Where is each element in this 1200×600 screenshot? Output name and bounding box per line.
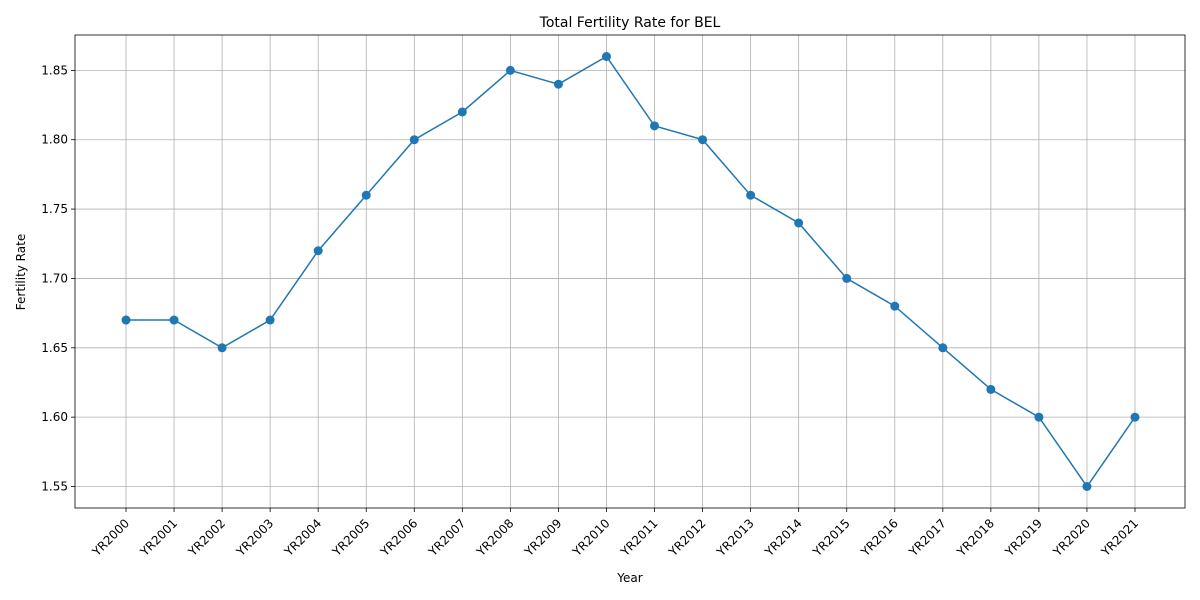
x-tick-label: YR2017 — [906, 516, 949, 559]
x-tick-label: YR2003 — [233, 516, 276, 559]
series-line — [126, 55, 1136, 488]
x-axis-label: Year — [616, 571, 642, 585]
data-point — [650, 121, 660, 131]
x-tick-label: YR2013 — [713, 516, 756, 559]
data-point — [1130, 412, 1140, 422]
x-tick-label: YR2010 — [569, 516, 612, 559]
y-tick-label: 1.70 — [41, 271, 68, 285]
y-tick-label: 1.75 — [41, 202, 68, 216]
data-point — [938, 343, 948, 353]
x-tick-label: YR2006 — [377, 516, 420, 559]
x-tick-label: YR2014 — [761, 516, 804, 559]
data-point — [313, 246, 323, 256]
y-axis-label: Fertility Rate — [14, 234, 28, 310]
x-tick-label: YR2004 — [281, 516, 324, 559]
data-point — [505, 65, 515, 75]
data-point — [746, 190, 756, 200]
y-axis-ticks: 1.55 1.60 1.65 1.70 1.75 1.80 1.85 — [41, 63, 75, 494]
y-tick-label: 1.65 — [41, 341, 68, 355]
data-point — [265, 315, 275, 325]
x-tick-label: YR2000 — [89, 516, 132, 559]
x-tick-label: YR2021 — [1098, 516, 1141, 559]
x-tick-label: YR2008 — [473, 516, 516, 559]
x-tick-label: YR2016 — [858, 516, 901, 559]
x-tick-label: YR2009 — [521, 516, 564, 559]
x-tick-label: YR2002 — [185, 516, 228, 559]
x-tick-label: YR2001 — [137, 516, 180, 559]
x-tick-label: YR2012 — [665, 516, 708, 559]
data-point — [217, 343, 227, 353]
data-point — [457, 107, 467, 117]
series-fertility-rate — [126, 55, 1136, 488]
data-point — [794, 218, 804, 228]
data-point — [601, 52, 611, 61]
data-point — [842, 273, 852, 283]
data-point — [121, 315, 131, 325]
x-tick-label: YR2007 — [425, 516, 468, 559]
x-tick-label: YR2020 — [1050, 516, 1093, 559]
data-point — [890, 301, 900, 311]
data-point — [553, 79, 563, 89]
data-point — [169, 315, 179, 325]
x-tick-label: YR2019 — [1002, 516, 1045, 559]
data-point — [1034, 412, 1044, 422]
data-point — [361, 190, 371, 200]
data-point — [986, 384, 996, 394]
x-tick-label: YR2018 — [954, 516, 997, 559]
data-markers — [121, 52, 1140, 491]
data-point — [1082, 482, 1092, 491]
axes-frame — [74, 34, 1186, 509]
y-tick-label: 1.60 — [41, 410, 68, 424]
chart-title: Total Fertility Rate for BEL — [539, 15, 721, 31]
y-tick-label: 1.80 — [41, 133, 68, 147]
y-tick-label: 1.85 — [41, 63, 68, 77]
x-axis-ticks: YR2000 YR2001 YR2002 YR2003 YR2004 YR2005 YR20… — [89, 508, 1141, 560]
data-point — [409, 135, 419, 145]
data-point — [698, 135, 708, 145]
y-tick-label: 1.55 — [41, 480, 68, 494]
x-tick-label: YR2005 — [329, 516, 372, 559]
x-tick-label: YR2011 — [617, 516, 660, 559]
x-tick-label: YR2015 — [810, 516, 853, 559]
grid-lines — [75, 35, 1185, 508]
